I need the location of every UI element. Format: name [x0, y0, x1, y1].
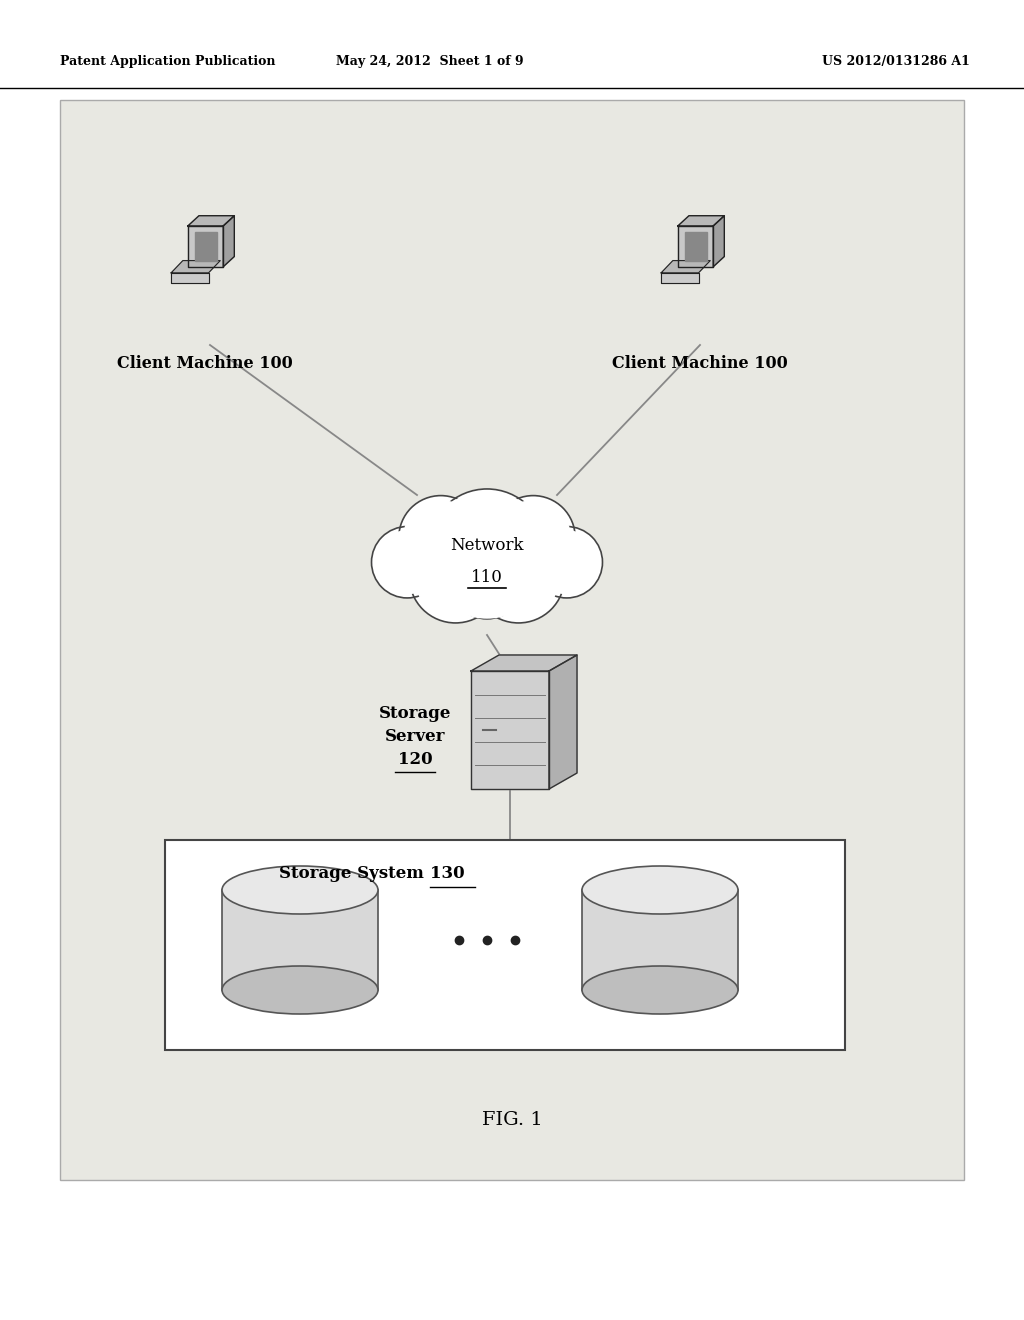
Circle shape [497, 500, 570, 574]
Circle shape [415, 536, 497, 618]
Circle shape [376, 531, 438, 594]
FancyBboxPatch shape [60, 100, 964, 1180]
Circle shape [531, 527, 602, 598]
Polygon shape [678, 226, 714, 267]
Polygon shape [171, 260, 220, 273]
Circle shape [435, 496, 539, 599]
Ellipse shape [582, 866, 738, 913]
Ellipse shape [582, 966, 738, 1014]
Polygon shape [662, 260, 711, 273]
Ellipse shape [222, 966, 378, 1014]
Text: May 24, 2012  Sheet 1 of 9: May 24, 2012 Sheet 1 of 9 [336, 55, 524, 69]
Text: Server: Server [385, 729, 445, 744]
Circle shape [536, 531, 598, 594]
Circle shape [398, 495, 482, 579]
Polygon shape [714, 215, 724, 267]
Circle shape [454, 548, 520, 614]
Circle shape [492, 495, 575, 579]
Polygon shape [471, 655, 577, 671]
Text: Client Machine 100: Client Machine 100 [612, 355, 787, 372]
Circle shape [472, 531, 564, 623]
Polygon shape [678, 215, 724, 226]
Text: 110: 110 [471, 569, 503, 586]
Text: Patent Application Publication: Patent Application Publication [60, 55, 275, 69]
FancyBboxPatch shape [582, 890, 738, 990]
Polygon shape [195, 232, 217, 260]
Circle shape [403, 500, 478, 574]
Polygon shape [471, 671, 549, 789]
Circle shape [450, 544, 524, 619]
Text: 130: 130 [430, 865, 465, 882]
Polygon shape [171, 273, 209, 282]
Text: US 2012/0131286 A1: US 2012/0131286 A1 [822, 55, 970, 69]
Polygon shape [549, 655, 577, 789]
Circle shape [372, 527, 443, 598]
Polygon shape [187, 226, 223, 267]
Polygon shape [223, 215, 234, 267]
Circle shape [410, 531, 502, 623]
Text: Client Machine 100: Client Machine 100 [117, 355, 293, 372]
Polygon shape [662, 273, 698, 282]
Polygon shape [187, 215, 234, 226]
Circle shape [428, 488, 546, 607]
Text: FIG. 1: FIG. 1 [481, 1111, 543, 1129]
Text: Storage: Storage [379, 705, 452, 722]
Polygon shape [684, 232, 707, 260]
Text: 120: 120 [397, 751, 432, 768]
FancyBboxPatch shape [165, 840, 845, 1049]
Circle shape [424, 492, 550, 618]
Text: Storage System: Storage System [280, 865, 430, 882]
FancyBboxPatch shape [222, 890, 378, 990]
Ellipse shape [222, 866, 378, 913]
Circle shape [478, 536, 559, 618]
Text: Network: Network [451, 536, 523, 553]
